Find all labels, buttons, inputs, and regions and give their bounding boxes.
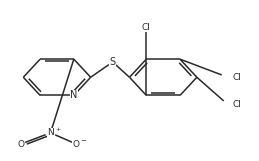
Text: O: O <box>17 140 24 149</box>
Text: Cl: Cl <box>233 100 241 109</box>
Text: N: N <box>47 128 54 137</box>
Text: +: + <box>55 127 60 132</box>
Text: Cl: Cl <box>233 73 241 82</box>
Text: N: N <box>70 90 77 100</box>
Text: S: S <box>110 57 116 67</box>
Text: Cl: Cl <box>142 23 151 32</box>
Text: −: − <box>80 138 86 144</box>
Text: O: O <box>73 140 80 149</box>
